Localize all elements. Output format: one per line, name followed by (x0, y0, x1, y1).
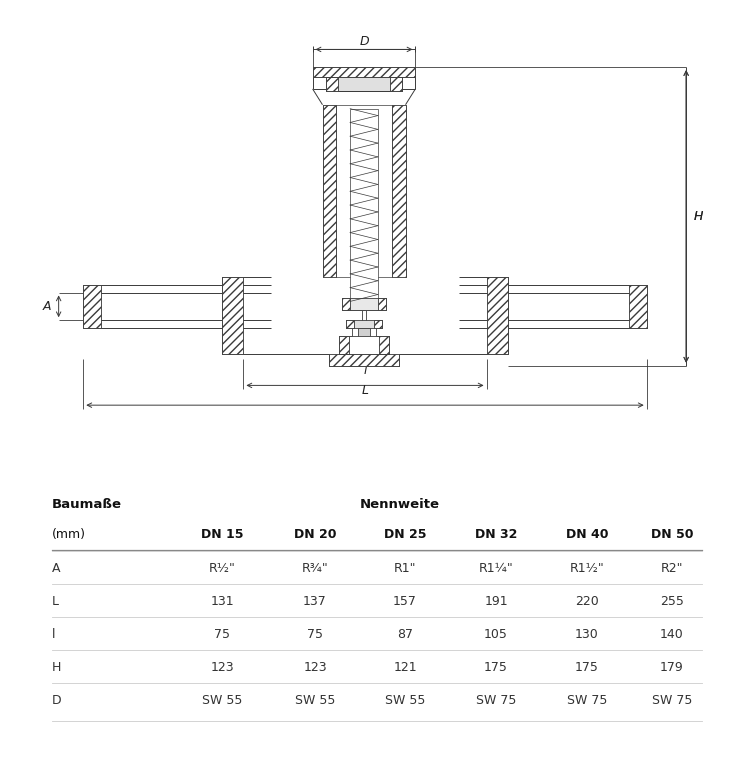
Text: H: H (694, 210, 703, 223)
Bar (339, 336, 349, 354)
Bar (346, 320, 354, 328)
Text: 123: 123 (303, 661, 327, 674)
Bar (222, 276, 243, 354)
Bar (391, 105, 405, 276)
Text: 105: 105 (484, 628, 508, 640)
Bar (342, 298, 350, 310)
Bar (629, 284, 647, 328)
Bar (322, 105, 336, 276)
Text: 220: 220 (575, 595, 599, 608)
Bar (358, 328, 370, 338)
Bar (350, 109, 378, 301)
Text: 137: 137 (303, 595, 327, 608)
Text: H: H (52, 661, 61, 674)
Bar (378, 298, 386, 310)
Bar (374, 320, 382, 328)
Text: l: l (363, 365, 367, 377)
Bar (390, 77, 402, 91)
Bar (342, 298, 386, 310)
Bar (378, 298, 386, 310)
Bar (374, 320, 382, 328)
Bar (336, 105, 391, 276)
Bar (313, 67, 416, 77)
Text: 131: 131 (211, 595, 234, 608)
Text: DN 25: DN 25 (383, 528, 426, 540)
Text: SW 75: SW 75 (652, 694, 693, 707)
Text: R½": R½" (209, 562, 236, 575)
Text: SW 55: SW 55 (385, 694, 425, 707)
Bar (339, 336, 389, 354)
Text: Nennweite: Nennweite (360, 497, 440, 511)
Text: 75: 75 (307, 628, 323, 640)
Text: (mm): (mm) (52, 528, 86, 540)
Text: 175: 175 (575, 661, 599, 674)
Text: DN 15: DN 15 (201, 528, 243, 540)
Text: D: D (52, 694, 62, 707)
Text: R1½": R1½" (569, 562, 604, 575)
Text: 75: 75 (214, 628, 230, 640)
Bar (379, 336, 389, 354)
Bar (486, 276, 508, 354)
Text: 140: 140 (660, 628, 684, 640)
Text: DN 20: DN 20 (294, 528, 336, 540)
Text: 121: 121 (393, 661, 417, 674)
Text: DN 50: DN 50 (651, 528, 693, 540)
Text: 87: 87 (397, 628, 413, 640)
Text: 255: 255 (660, 595, 684, 608)
Bar (322, 105, 336, 276)
Text: R2": R2" (660, 562, 683, 575)
Text: L: L (362, 384, 368, 398)
Bar (391, 105, 405, 276)
Text: 157: 157 (393, 595, 417, 608)
Text: 175: 175 (484, 661, 508, 674)
Bar (352, 324, 376, 342)
Bar (390, 77, 402, 91)
Bar (330, 354, 399, 366)
Bar (486, 276, 508, 354)
Bar (330, 354, 399, 366)
Bar (327, 77, 402, 91)
Text: R¾": R¾" (302, 562, 328, 575)
Text: SW 55: SW 55 (295, 694, 335, 707)
Text: SW 75: SW 75 (567, 694, 607, 707)
Text: l: l (52, 628, 55, 640)
Bar (339, 336, 349, 354)
Text: R1": R1" (394, 562, 416, 575)
Text: A: A (52, 562, 61, 575)
Text: 123: 123 (211, 661, 234, 674)
Text: A: A (42, 300, 51, 313)
Text: L: L (52, 595, 59, 608)
Bar (342, 298, 350, 310)
Bar (222, 276, 243, 354)
Bar (83, 284, 101, 328)
Bar (327, 77, 338, 91)
Text: SW 75: SW 75 (476, 694, 516, 707)
Bar (327, 77, 338, 91)
Text: DN 40: DN 40 (566, 528, 608, 540)
Text: R1¼": R1¼" (479, 562, 513, 575)
Text: 130: 130 (575, 628, 599, 640)
Bar (313, 67, 416, 77)
Bar (629, 284, 647, 328)
Text: D: D (359, 35, 369, 48)
Bar (346, 320, 382, 328)
Text: 179: 179 (660, 661, 684, 674)
Text: 191: 191 (484, 595, 508, 608)
Bar (83, 284, 101, 328)
Text: SW 55: SW 55 (203, 694, 243, 707)
Bar (346, 320, 354, 328)
Bar (379, 336, 389, 354)
Text: H: H (694, 210, 703, 223)
Text: Baumаße: Baumаße (52, 497, 122, 511)
Text: DN 32: DN 32 (475, 528, 517, 540)
